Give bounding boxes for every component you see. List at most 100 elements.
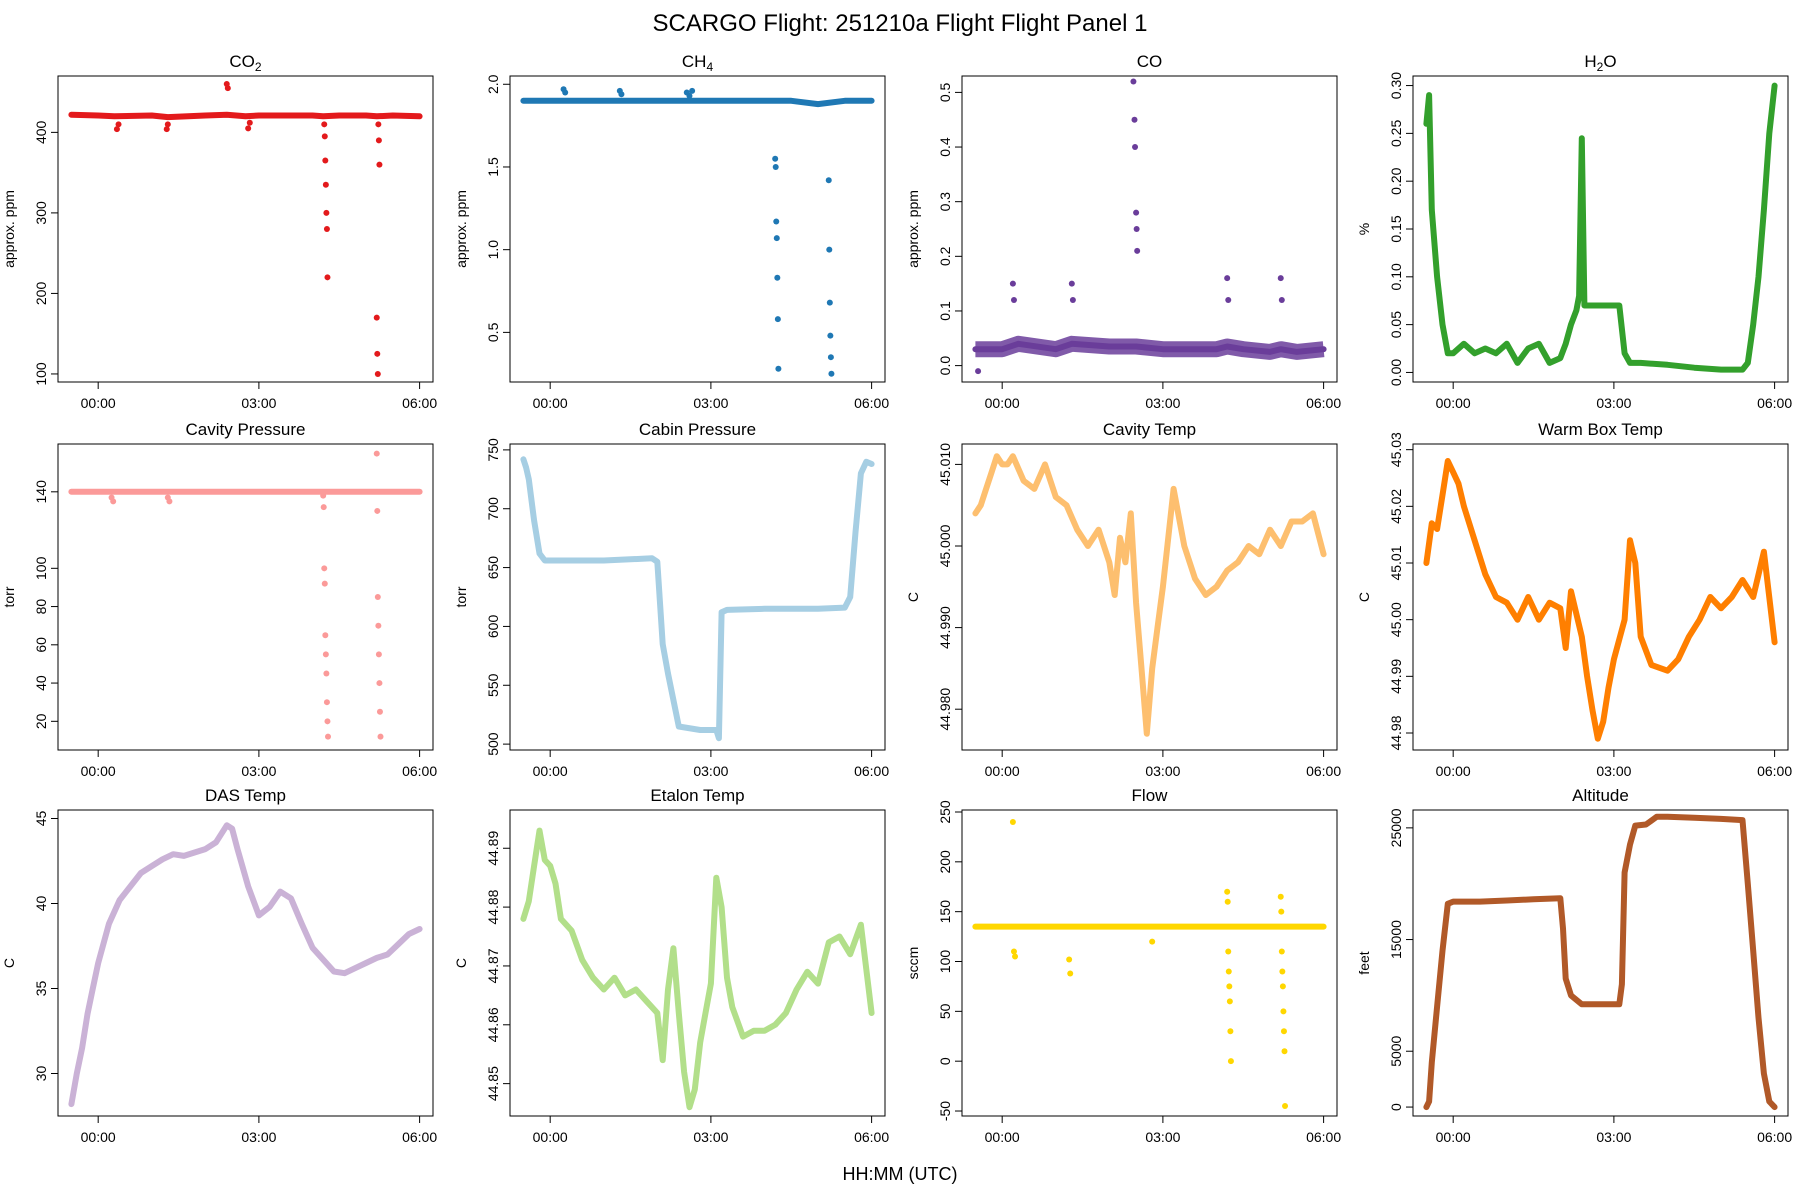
data-point — [224, 85, 231, 92]
x-tick-label: 00:00 — [533, 395, 568, 411]
data-point — [1069, 297, 1076, 304]
data-point — [375, 137, 382, 144]
x-tick-label: 03:00 — [1596, 395, 1631, 411]
data-point — [1224, 275, 1231, 282]
data-point — [374, 507, 381, 514]
data-point — [562, 89, 569, 96]
x-tick-label: 00:00 — [81, 395, 116, 411]
panel-title: Altitude — [1572, 786, 1629, 805]
series-line — [520, 827, 875, 1111]
y-tick-label: 44.89 — [485, 831, 501, 866]
series-line — [68, 822, 423, 1108]
data-point — [772, 163, 779, 170]
y-tick-label: 200 — [33, 282, 49, 306]
data-point — [1227, 1028, 1234, 1035]
data-point — [774, 316, 781, 323]
y-tick-label: 44.87 — [485, 948, 501, 983]
y-tick-label: 550 — [485, 673, 501, 697]
x-tick-label: 06:00 — [854, 1129, 889, 1145]
data-point — [324, 718, 331, 725]
x-tick-label: 00:00 — [1436, 1129, 1471, 1145]
x-tick-label: 06:00 — [1306, 1129, 1341, 1145]
y-tick-label: 44.99 — [1388, 659, 1404, 694]
y-tick-label: 60 — [33, 637, 49, 653]
series-line — [1423, 458, 1778, 742]
plot-frame — [509, 809, 886, 1117]
series-line — [520, 456, 875, 742]
panel-ch4: CH4 0.5 1.0 1.5 2.0 approx. ppm 00:00 03:00 06:0… — [453, 52, 889, 411]
data-point — [775, 365, 782, 372]
x-tick-label: 03:00 — [1596, 763, 1631, 779]
data-point — [323, 226, 330, 232]
data-point — [323, 209, 330, 216]
panel-cavity-pressure: Cavity Pressure 20 40 60 80 100 140 torr 00:00 03… — [1, 420, 437, 779]
y-tick-label: 15000 — [1388, 920, 1404, 959]
data-point — [1133, 226, 1140, 232]
data-point — [164, 121, 171, 128]
y-axis-label: C — [1356, 592, 1372, 602]
y-tick-label: 0.3 — [937, 192, 953, 212]
y-axis-label: C — [453, 958, 469, 968]
panel-title: Cabin Pressure — [639, 420, 756, 439]
data-point — [686, 92, 693, 99]
plot-frame — [509, 75, 886, 383]
data-point — [375, 651, 382, 658]
y-tick-label: -50 — [937, 1101, 953, 1121]
x-tick-label: 06:00 — [1757, 1129, 1792, 1145]
y-tick-label: 40 — [33, 675, 49, 691]
data-point — [373, 314, 380, 321]
data-point — [1279, 983, 1286, 990]
x-tick-label: 03:00 — [241, 1129, 276, 1145]
y-tick-label: 100 — [33, 362, 49, 386]
data-point — [1277, 275, 1284, 282]
data-point — [1226, 998, 1233, 1005]
data-point — [1068, 280, 1075, 287]
data-point — [322, 181, 329, 188]
data-point — [1067, 970, 1074, 977]
y-tick-label: 45.010 — [937, 443, 953, 486]
data-point — [1278, 948, 1285, 955]
y-tick-label: 0.25 — [1388, 120, 1404, 147]
series-line — [1423, 813, 1778, 1111]
data-point — [1010, 297, 1017, 304]
y-tick-label: 44.88 — [485, 889, 501, 924]
panel-cavity-temp: Cavity Temp 44.980 44.990 45.000 45.010 C 00:0… — [905, 420, 1341, 779]
data-point — [374, 350, 381, 357]
data-point — [1278, 297, 1285, 304]
y-tick-label: 1.5 — [485, 157, 501, 177]
data-point — [323, 670, 330, 677]
data-point — [1224, 898, 1231, 905]
data-point — [1282, 1103, 1289, 1110]
y-axis-label: C — [905, 592, 921, 602]
y-tick-label: 0.0 — [937, 356, 953, 376]
plot-frame — [1412, 75, 1789, 383]
figure-title: SCARGO Flight: 251210a Flight Flight Pan… — [652, 10, 1148, 37]
data-point — [1009, 818, 1016, 825]
data-point — [1280, 1028, 1287, 1035]
data-point — [1066, 956, 1073, 963]
y-tick-label: 500 — [485, 732, 501, 756]
data-point — [1224, 888, 1231, 895]
panel-title: DAS Temp — [205, 786, 286, 805]
data-point — [324, 274, 331, 281]
y-tick-label: 40 — [33, 896, 49, 912]
y-axis-label: torr — [453, 586, 469, 607]
data-point — [825, 177, 832, 184]
y-tick-label: 750 — [485, 438, 501, 462]
y-tick-label: 300 — [33, 201, 49, 225]
plot-frame — [509, 443, 886, 751]
x-tick-label: 03:00 — [693, 763, 728, 779]
y-axis-label: approx. ppm — [1, 190, 17, 268]
series-line — [520, 97, 875, 108]
x-tick-label: 06:00 — [854, 395, 889, 411]
data-point — [773, 218, 780, 225]
data-point — [828, 370, 835, 377]
y-tick-label: 100 — [33, 556, 49, 580]
data-point — [374, 370, 381, 377]
data-point — [1225, 968, 1232, 975]
y-axis-label: C — [1, 958, 17, 968]
y-tick-label: 35 — [33, 981, 49, 997]
data-point — [376, 161, 383, 168]
series-band — [975, 335, 1325, 360]
panel-co: CO 0.0 0.1 0.2 0.3 0.4 0.5 approx. ppm 00:00 03:0… — [905, 52, 1341, 411]
